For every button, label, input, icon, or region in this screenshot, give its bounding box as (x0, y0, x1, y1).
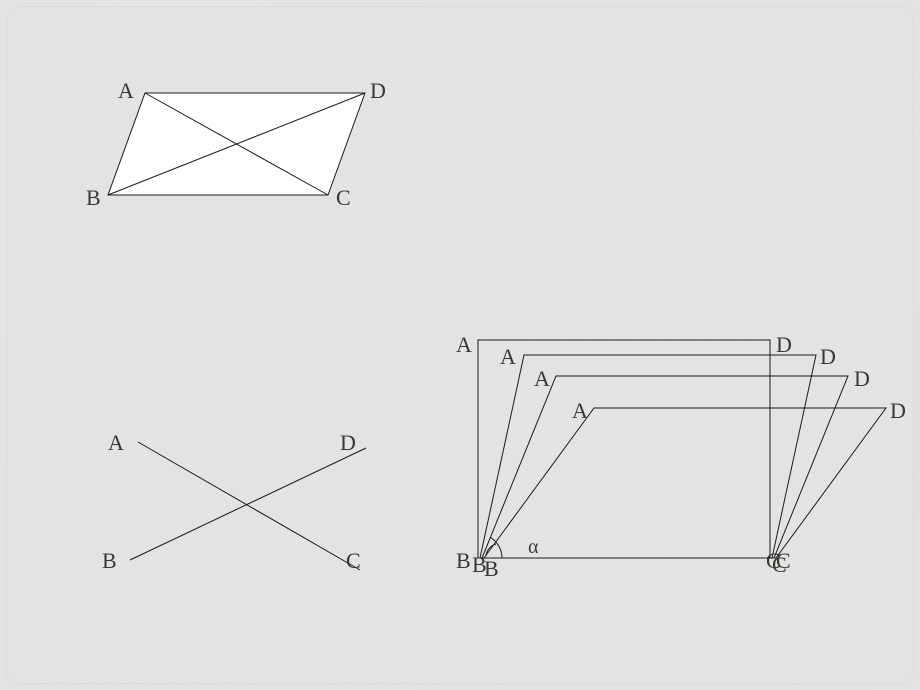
fig2-label-C: C (346, 548, 361, 573)
fig3-frame2-label-A: A (534, 366, 550, 391)
fig3-frame2-label-D: D (854, 366, 870, 391)
fig2-label-A: A (108, 430, 124, 455)
diagram-canvas: ADCBADBCADBCADBCADBCADα (6, 6, 914, 684)
fig3-frame1-label-D: D (820, 344, 836, 369)
fig3-frame0-label-B: B (456, 548, 471, 573)
fig3-frame0-label-D: D (776, 332, 792, 357)
fig2-line-AC (138, 442, 360, 570)
fig3-frame-0 (478, 340, 770, 558)
fig3-frame2-label-B: B (484, 556, 499, 581)
fig1-label-A: A (118, 78, 134, 103)
fig3-frame-2 (482, 376, 848, 558)
fig3-frame2-label-C: C (772, 552, 787, 577)
fig3-frame0-label-A: A (456, 332, 472, 357)
fig3-frame-1 (480, 355, 816, 558)
slide-card: ADCBADBCADBCADBCADBCADα (6, 6, 914, 684)
fig3-angle-label: α (528, 536, 539, 558)
fig3-frame1-label-A: A (500, 344, 516, 369)
fig2-label-D: D (340, 430, 356, 455)
fig2-line-BD (130, 448, 366, 560)
fig2-label-B: B (102, 548, 117, 573)
fig1-label-D: D (370, 78, 386, 103)
fig1-label-B: B (86, 185, 101, 210)
fig1-label-C: C (336, 185, 351, 210)
fig3-frame3-label-A: A (572, 398, 588, 423)
fig3-frame3-label-D: D (890, 398, 906, 423)
